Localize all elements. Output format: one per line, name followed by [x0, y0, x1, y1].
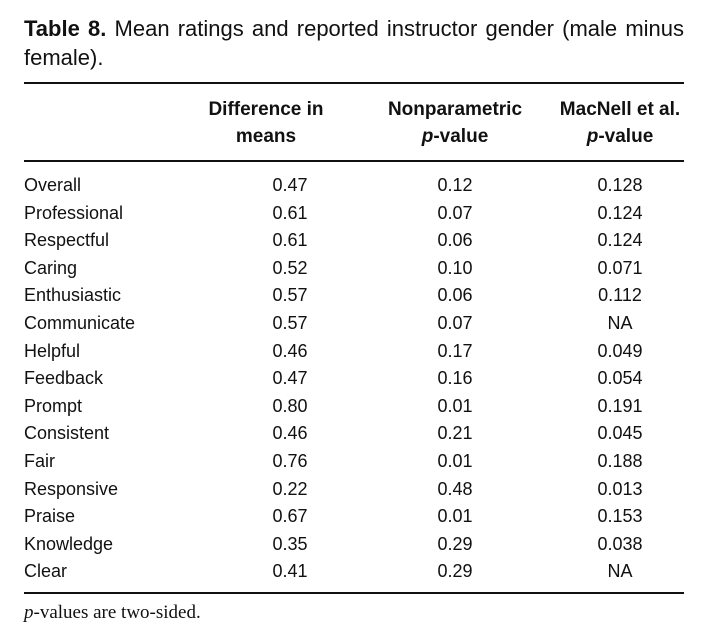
table-row: Prompt 0.80 0.01 0.191 [24, 393, 684, 421]
row-label: Knowledge [24, 533, 114, 554]
difference-cell: 0.76 [272, 450, 308, 471]
table-body: Overall 0.47 0.12 0.128 Professional 0.61 0.07… [24, 172, 684, 586]
row-label: Consistent [24, 423, 110, 444]
row-label: Feedback [24, 368, 104, 389]
difference-cell: 0.47 [272, 368, 308, 389]
column-header-nonparametric: Nonparametric p-value [370, 96, 540, 150]
table-footnote-p: p [24, 602, 34, 623]
table-row: Communicate 0.57 0.07 NA [24, 310, 684, 338]
table-row: Consistent 0.46 0.21 0.045 [24, 420, 684, 448]
macnell-p-cell: 0.013 [597, 478, 643, 499]
nonparametric-p-cell: 0.01 [437, 506, 473, 527]
column-header-macnell-line1: MacNell et al. [559, 99, 681, 120]
nonparametric-p-cell: 0.17 [437, 340, 473, 361]
table-row: Responsive 0.22 0.48 0.013 [24, 476, 684, 504]
table-footnote-text: -values are two-sided. [33, 602, 201, 623]
nonparametric-p-cell: 0.06 [437, 230, 473, 251]
row-label: Fair [24, 450, 55, 471]
macnell-p-cell: 0.124 [597, 230, 643, 251]
table-row: Helpful 0.46 0.17 0.049 [24, 338, 684, 366]
row-label: Enthusiastic [24, 285, 122, 306]
macnell-p-cell: 0.049 [597, 340, 643, 361]
table-row: Overall 0.47 0.12 0.128 [24, 172, 684, 200]
table-row: Feedback 0.47 0.16 0.054 [24, 365, 684, 393]
table-row: Caring 0.52 0.10 0.071 [24, 255, 684, 283]
table-caption: Table 8. Mean ratings and reported instr… [24, 14, 684, 72]
difference-cell: 0.67 [272, 506, 308, 527]
row-label: Respectful [24, 230, 110, 251]
table-caption-text: Mean ratings and reported instructor gen… [24, 16, 684, 70]
nonparametric-p-cell: 0.29 [437, 561, 473, 582]
nonparametric-p-cell: 0.16 [437, 368, 473, 389]
nonparametric-p-cell: 0.21 [437, 423, 473, 444]
difference-cell: 0.61 [272, 230, 308, 251]
nonparametric-p-cell: 0.10 [437, 257, 473, 278]
macnell-p-cell: 0.153 [597, 506, 643, 527]
difference-cell: 0.46 [272, 340, 308, 361]
column-header-macnell: MacNell et al. p-value [545, 96, 695, 150]
macnell-p-cell: 0.071 [597, 257, 643, 278]
nonparametric-p-cell: 0.07 [437, 202, 473, 223]
difference-cell: 0.46 [272, 423, 308, 444]
table-header-rule [24, 160, 684, 162]
nonparametric-p-cell: 0.01 [437, 395, 473, 416]
difference-cell: 0.41 [272, 561, 308, 582]
row-label: Professional [24, 202, 124, 223]
difference-cell: 0.57 [272, 285, 308, 306]
table-row: Respectful 0.61 0.06 0.124 [24, 227, 684, 255]
column-header-difference-line2: means [235, 126, 297, 147]
table-footnote: p-values are two-sided. [24, 600, 201, 626]
row-label: Responsive [24, 478, 119, 499]
column-header-nonparametric-p: p [421, 126, 434, 147]
table-row: Professional 0.61 0.07 0.124 [24, 200, 684, 228]
column-header-difference-line1: Difference in [208, 99, 324, 120]
table-row: Clear 0.41 0.29 NA [24, 558, 684, 586]
table-row: Knowledge 0.35 0.29 0.038 [24, 531, 684, 559]
nonparametric-p-cell: 0.06 [437, 285, 473, 306]
macnell-p-cell: 0.191 [597, 395, 643, 416]
nonparametric-p-cell: 0.29 [437, 533, 473, 554]
macnell-p-cell: NA [607, 561, 633, 582]
column-header-macnell-value: -value [598, 126, 654, 147]
macnell-p-cell: 0.045 [597, 423, 643, 444]
macnell-p-cell: NA [607, 312, 633, 333]
row-label: Overall [24, 175, 82, 195]
nonparametric-p-cell: 0.07 [437, 312, 473, 333]
table-top-rule [24, 82, 684, 84]
column-header-macnell-line2: p-value [545, 123, 695, 150]
row-label: Praise [24, 506, 76, 527]
macnell-p-cell: 0.124 [597, 202, 643, 223]
difference-cell: 0.80 [272, 395, 308, 416]
row-label: Clear [24, 561, 68, 582]
column-header-nonparametric-value: -value [433, 126, 489, 147]
table-row: Enthusiastic 0.57 0.06 0.112 [24, 282, 684, 310]
macnell-p-cell: 0.128 [597, 175, 643, 195]
row-label: Prompt [24, 395, 83, 416]
macnell-p-cell: 0.188 [597, 450, 643, 471]
nonparametric-p-cell: 0.48 [437, 478, 473, 499]
difference-cell: 0.35 [272, 533, 308, 554]
column-header-macnell-p: p [586, 126, 599, 147]
row-label: Helpful [24, 340, 81, 361]
column-header-difference: Difference in means [196, 96, 336, 150]
macnell-p-cell: 0.038 [597, 533, 643, 554]
nonparametric-p-cell: 0.12 [437, 175, 473, 195]
table-bottom-rule [24, 592, 684, 594]
column-header-nonparametric-line1: Nonparametric [387, 99, 523, 120]
table-row: Fair 0.76 0.01 0.188 [24, 448, 684, 476]
row-label: Communicate [24, 312, 136, 333]
difference-cell: 0.47 [272, 175, 308, 195]
row-label: Caring [24, 257, 78, 278]
difference-cell: 0.57 [272, 312, 308, 333]
difference-cell: 0.52 [272, 257, 308, 278]
macnell-p-cell: 0.054 [597, 368, 643, 389]
table-caption-label: Table 8. [24, 16, 107, 41]
difference-cell: 0.61 [272, 202, 308, 223]
macnell-p-cell: 0.112 [598, 285, 642, 306]
nonparametric-p-cell: 0.01 [437, 450, 473, 471]
difference-cell: 0.22 [272, 478, 308, 499]
column-header-nonparametric-line2: p-value [370, 123, 540, 150]
table-row: Praise 0.67 0.01 0.153 [24, 503, 684, 531]
